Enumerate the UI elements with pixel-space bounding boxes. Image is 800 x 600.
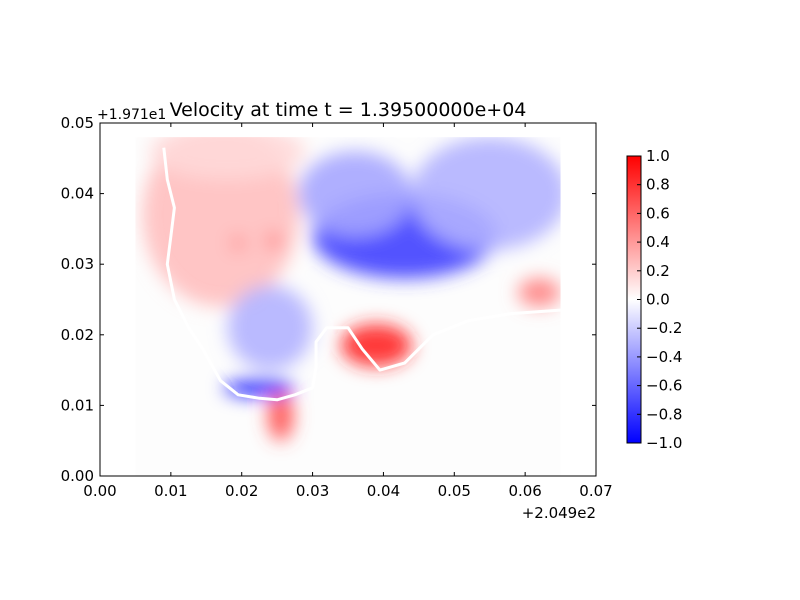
colorbar-tick-label: −0.8 — [646, 405, 682, 423]
colorbar-tick-label: 0.2 — [646, 262, 670, 280]
field-southern-arc — [223, 379, 295, 397]
x-tick-label: 0.00 — [83, 482, 116, 500]
colorbar-tick-label: −0.4 — [646, 348, 682, 366]
colorbar: 1.0 0.8 0.6 0.4 0.2 0.0 −0.2 −0.4 −0.6 −0.8 −1.0 — [626, 147, 682, 452]
y-tick-label: 0.01 — [61, 396, 94, 414]
colorbar-tick-label: 0.6 — [646, 204, 670, 222]
field-east-sea — [411, 137, 561, 251]
field-inlet-south — [267, 391, 294, 441]
x-tick-label: 0.03 — [296, 482, 329, 500]
colorbar-tick-label: 0.8 — [646, 176, 670, 194]
colorbar-tick-label: −0.6 — [646, 377, 682, 395]
y-tick-label: 0.04 — [61, 185, 94, 203]
colorbar-tick-label: −0.2 — [646, 319, 682, 337]
y-tick-label: 0.02 — [61, 326, 94, 344]
y-axis: 0.00 0.01 0.02 0.03 0.04 0.05 — [61, 114, 596, 485]
colorbar-tick-label: 1.0 — [646, 147, 670, 165]
y-tick-label: 0.03 — [61, 255, 94, 273]
velocity-field — [142, 137, 561, 441]
y-offset-label: +1.971e1 — [97, 107, 166, 123]
field-southern-coast — [340, 324, 412, 367]
x-tick-label: 0.04 — [367, 482, 400, 500]
field-hotspot-1 — [267, 235, 280, 247]
x-tick-label: 0.07 — [579, 482, 612, 500]
field-hotspot-2 — [233, 238, 244, 248]
y-tick-label: 0.00 — [61, 467, 94, 485]
y-tick-label: 0.05 — [61, 114, 94, 132]
colorbar-tick-label: −1.0 — [646, 434, 682, 452]
colorbar-tick-label: 0.4 — [646, 233, 670, 251]
colorbar-ticks: 1.0 0.8 0.6 0.4 0.2 0.0 −0.2 −0.4 −0.6 −0.8 −1.0 — [637, 147, 682, 452]
coastline-boundary — [162, 147, 561, 402]
x-tick-label: 0.02 — [225, 482, 258, 500]
field-east-edge — [518, 278, 561, 307]
x-tick-label: 0.06 — [508, 482, 541, 500]
x-axis: 0.00 0.01 0.02 0.03 0.04 0.05 0.06 0.07 — [83, 123, 613, 500]
x-offset-label: +2.049e2 — [522, 504, 596, 522]
x-tick-label: 0.01 — [154, 482, 187, 500]
field-northwest-region — [142, 137, 299, 307]
chart-title: Velocity at time t = 1.39500000e+04 — [170, 99, 527, 121]
field-central-basin — [227, 285, 313, 371]
x-tick-label: 0.05 — [438, 482, 471, 500]
colorbar-tick-label: 0.0 — [646, 291, 670, 309]
field-mid-north — [298, 151, 412, 236]
field-north-edge — [149, 137, 306, 180]
plot-frame — [99, 122, 597, 477]
